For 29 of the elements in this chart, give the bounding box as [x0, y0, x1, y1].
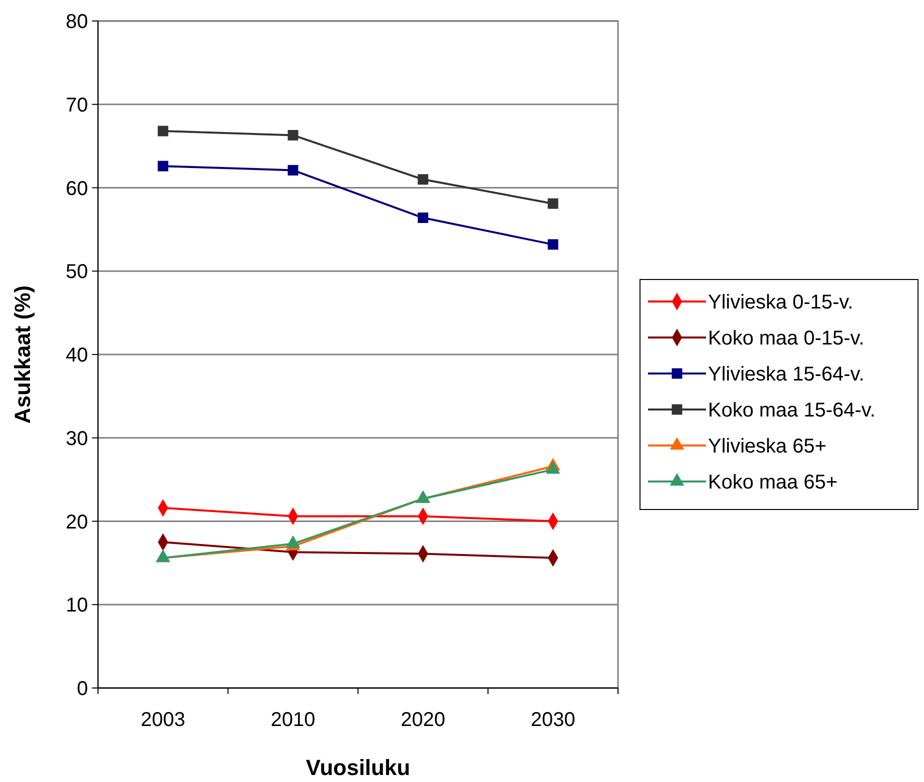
y-tick-label: 70: [66, 94, 88, 116]
legend-label: Ylivieska 15-64-v.: [708, 364, 864, 386]
x-tick-label: 2003: [140, 709, 186, 731]
y-axis-title: Asukkaat (%): [10, 285, 35, 424]
y-tick-label: 50: [66, 261, 88, 284]
y-tick-label: 60: [66, 178, 88, 200]
point: [418, 174, 428, 185]
point: [288, 164, 298, 176]
y-tick-label: 0: [76, 678, 88, 700]
point: [158, 160, 168, 172]
y-tick-label: 20: [66, 511, 88, 534]
legend-label: Ylivieska 0-15-v.: [708, 292, 854, 314]
point: [548, 239, 558, 250]
x-axis-title: Vuosiluku: [306, 755, 410, 780]
point: [418, 212, 428, 224]
legend-label: Koko maa 65+: [708, 472, 838, 494]
point: [548, 198, 558, 209]
point: [288, 130, 298, 140]
x-tick-label: 2020: [400, 709, 446, 731]
x-tick-label: 2010: [270, 709, 316, 731]
legend-label: Koko maa 15-64-v.: [708, 400, 876, 422]
legend-label: Ylivieska 65+: [708, 436, 826, 458]
y-tick-label: 80: [66, 11, 88, 33]
x-tick-label: 2030: [530, 709, 576, 731]
legend-label: Koko maa 0-15-v.: [708, 328, 864, 350]
y-tick-label: 30: [66, 428, 88, 450]
y-tick-label: 40: [66, 344, 88, 366]
point: [158, 126, 168, 136]
y-tick-label: 10: [66, 594, 88, 617]
